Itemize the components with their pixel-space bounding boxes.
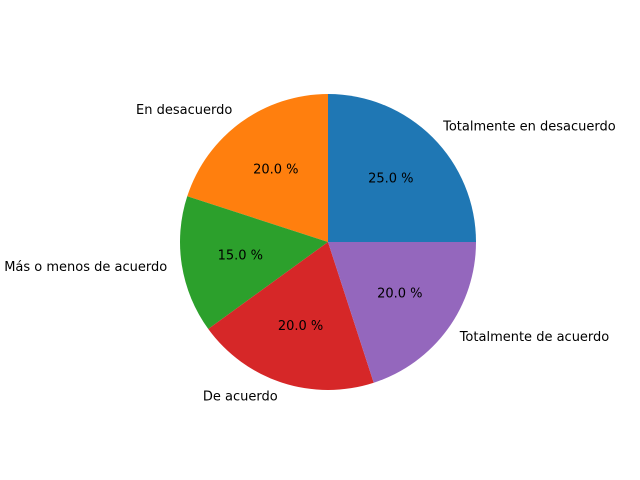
pie-slice — [328, 242, 476, 383]
pie-slices — [180, 94, 476, 391]
pie-labels: Totalmente en desacuerdo 25.0 % En desacue… — [4, 103, 616, 405]
slice-category-label: En desacuerdo — [136, 103, 232, 118]
slice-percent-label: 25.0 % — [368, 172, 413, 187]
slice-percent-label: 20.0 % — [377, 287, 422, 302]
slice-percent-label: 20.0 % — [253, 163, 298, 178]
slice-category-label: De acuerdo — [203, 389, 278, 404]
pie-slice — [328, 94, 476, 242]
pie-slice — [187, 94, 328, 242]
slice-category-label: Totalmente de acuerdo — [459, 330, 610, 345]
slice-category-label: Más o menos de acuerdo — [4, 260, 167, 275]
slice-percent-label: 20.0 % — [278, 319, 323, 334]
pie-slice — [180, 196, 328, 329]
pie-slice — [208, 242, 374, 391]
slice-percent-label: 15.0 % — [218, 248, 263, 263]
slice-category-label: Totalmente en desacuerdo — [442, 119, 616, 134]
